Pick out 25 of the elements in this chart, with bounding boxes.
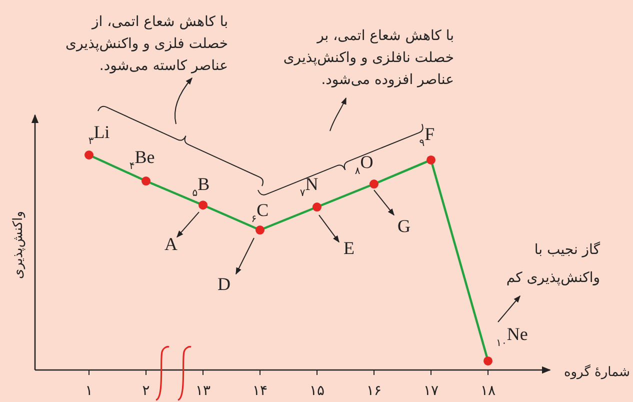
point: [312, 202, 322, 212]
x-tick-label: ۱۸: [480, 383, 496, 399]
point: [370, 180, 378, 189]
y-axis-title: واکنش‌پذیری: [11, 211, 26, 279]
x-tick-label: ۱: [85, 383, 93, 399]
text: با کاهش شعاع اتمی، بر خصلت نافلزی و واکنش‌پذیری عناصر افزوده می‌شود.: [283, 28, 454, 88]
annotation: G: [398, 216, 410, 236]
text: با کاهش شعاع اتمی، از خصلت فلزی و واکنش‌پذیری عناصر کاسته می‌شود.: [65, 14, 228, 74]
x-tick-label: ۱۴: [252, 383, 268, 399]
point: [142, 176, 150, 186]
x-axis-title: شمارهٔ گروه: [564, 364, 630, 380]
point: [256, 226, 264, 235]
x-tick-label: ۱۳: [195, 383, 211, 399]
point: [426, 155, 436, 164]
x-tick-label: ۱۷: [423, 383, 439, 399]
x-tick-label: ۱۵: [309, 383, 325, 399]
annotation: گاز نجیب با واکنش‌پذیری کم: [506, 241, 600, 286]
point: [484, 356, 492, 366]
point: [198, 200, 208, 210]
x-tick-label: ۱۶: [366, 383, 382, 399]
x-tick-label: ۲: [142, 383, 150, 399]
annotation: A: [164, 234, 178, 254]
annotation: D: [218, 274, 230, 294]
point: [84, 150, 94, 160]
annotation: E: [344, 238, 354, 258]
